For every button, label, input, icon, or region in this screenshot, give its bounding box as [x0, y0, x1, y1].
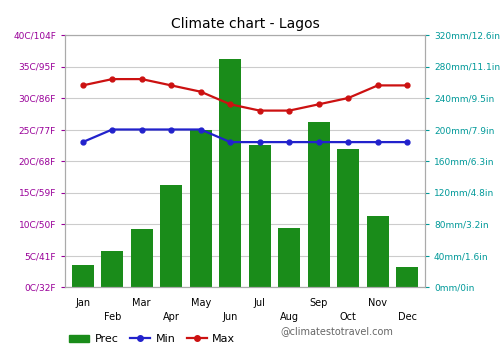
- Legend: Prec, Min, Max: Prec, Min, Max: [65, 330, 240, 349]
- Text: Jan: Jan: [75, 298, 90, 308]
- Bar: [101, 251, 124, 287]
- Text: Jul: Jul: [254, 298, 266, 308]
- Text: Oct: Oct: [340, 312, 356, 322]
- Text: Aug: Aug: [280, 312, 299, 322]
- Bar: [190, 130, 212, 287]
- Bar: [160, 185, 182, 287]
- Text: Jun: Jun: [222, 312, 238, 322]
- Text: May: May: [190, 298, 211, 308]
- Text: Apr: Apr: [163, 312, 180, 322]
- Text: Nov: Nov: [368, 298, 388, 308]
- Bar: [130, 229, 153, 287]
- Text: Dec: Dec: [398, 312, 417, 322]
- Bar: [396, 267, 418, 287]
- Bar: [308, 122, 330, 287]
- Bar: [337, 149, 359, 287]
- Text: Sep: Sep: [310, 298, 328, 308]
- Bar: [219, 58, 242, 287]
- Text: Mar: Mar: [132, 298, 151, 308]
- Bar: [248, 145, 271, 287]
- Text: Feb: Feb: [104, 312, 121, 322]
- Text: @climatestotravel.com: @climatestotravel.com: [280, 326, 393, 336]
- Bar: [278, 228, 300, 287]
- Bar: [72, 265, 94, 287]
- Bar: [366, 216, 389, 287]
- Title: Climate chart - Lagos: Climate chart - Lagos: [170, 17, 320, 31]
